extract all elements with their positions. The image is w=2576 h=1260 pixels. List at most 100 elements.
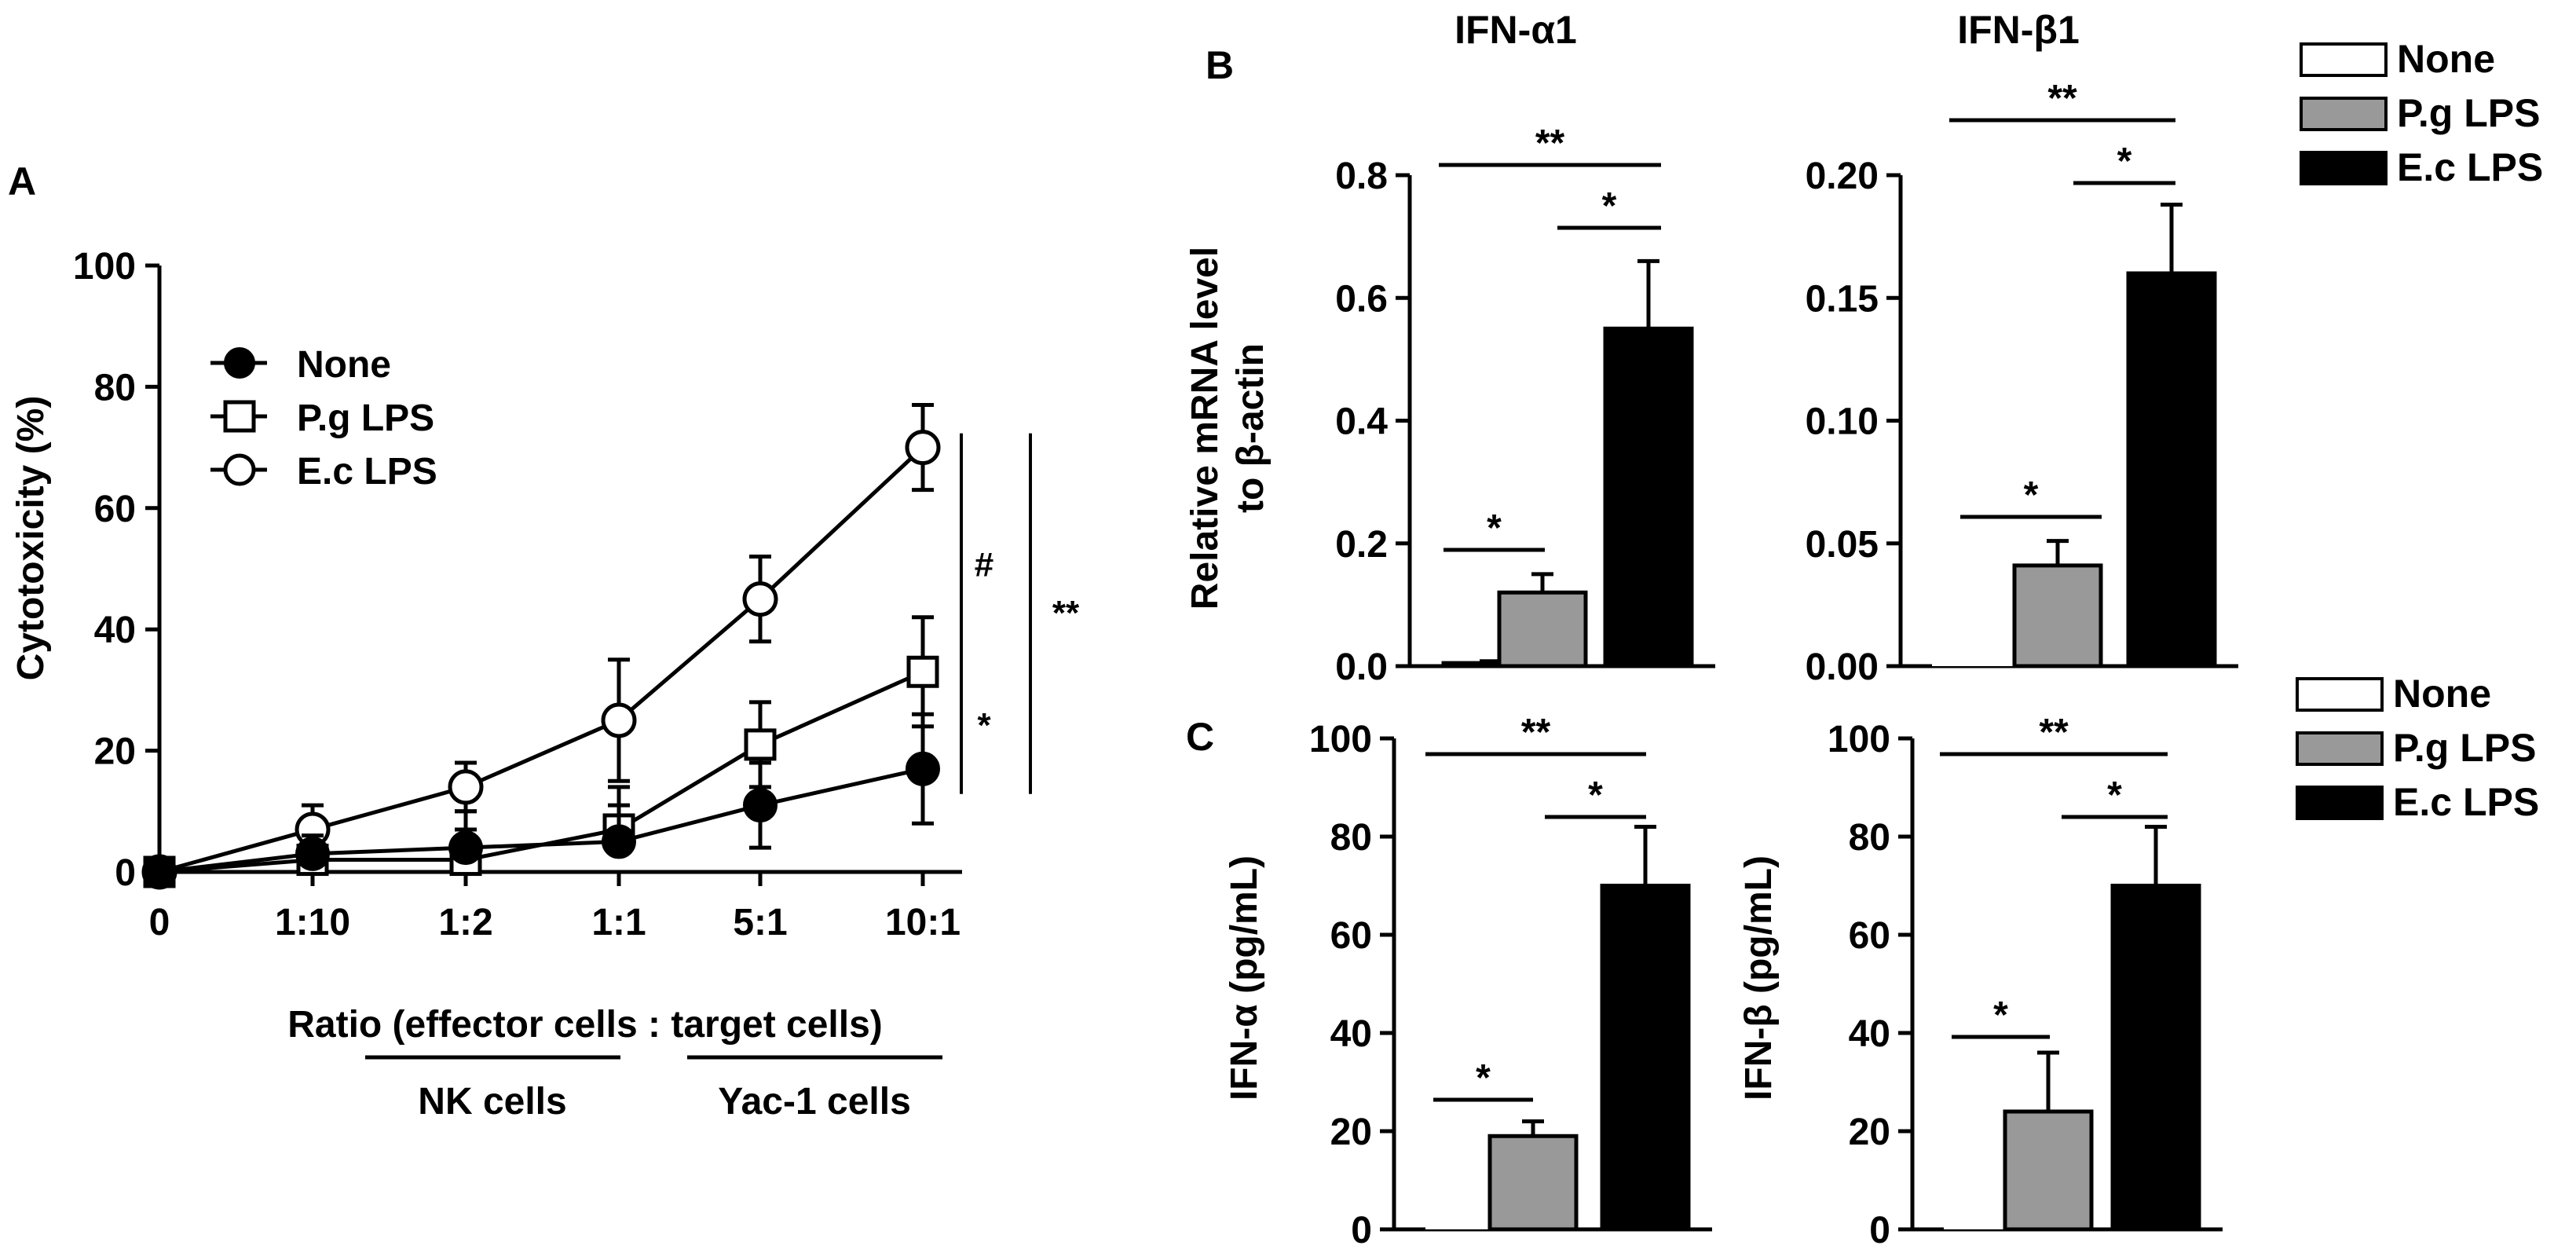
bar-p-g-lps (1497, 590, 1588, 668)
panel-c2-y-label: IFN-β (pg/mL) (1738, 855, 1780, 1101)
bar-none (1425, 1227, 1520, 1229)
x-tick-label: 1:10 (275, 902, 350, 943)
bar-e-c-lps (1600, 884, 1691, 1232)
series-line (159, 445, 924, 874)
significance-mark: * (1476, 1057, 1491, 1099)
panel-label-c: C (1186, 715, 1214, 759)
data-point (448, 830, 483, 866)
significance-mark: # (975, 545, 993, 584)
data-point (744, 728, 777, 761)
bar-p-g-lps (2012, 563, 2103, 668)
y-tick-label: 0 (115, 852, 136, 894)
y-tick-label: 60 (94, 489, 136, 530)
bar-e-c-lps (1603, 326, 1694, 668)
y-tick-label: 0.6 (1335, 278, 1388, 320)
legend-c-none: None (2296, 672, 2491, 716)
legend-b-pg: P.g LPS (2300, 91, 2540, 135)
legend-b-none: None (2300, 37, 2495, 81)
nk-cells-label: NK cells (418, 1081, 566, 1123)
panel-b-y-label-line1: Relative mRNA level (1184, 247, 1226, 610)
white-swatch-icon (2300, 42, 2388, 77)
legend-c-pg: P.g LPS (2296, 726, 2536, 770)
y-tick-label: 60 (1849, 915, 1890, 957)
data-point (448, 769, 484, 805)
panel-a-y-label: Cytotoxicity (%) (10, 396, 52, 681)
significance-mark: * (2024, 474, 2039, 516)
legend-a-pg: P.g LPS (210, 397, 434, 439)
gray-swatch-icon (2296, 731, 2384, 766)
legend-c: None P.g LPS E.c LPS (2296, 672, 2539, 824)
legend-b-none-label: None (2397, 37, 2495, 81)
y-tick-label: 0 (1869, 1210, 1890, 1251)
data-point (295, 836, 330, 871)
y-tick-label: 40 (1849, 1013, 1890, 1055)
legend-a-none-label: None (297, 344, 391, 386)
significance-mark: * (2107, 775, 2122, 816)
significance-mark: * (1487, 507, 1502, 549)
y-tick-label: 0.2 (1335, 524, 1388, 566)
legend-c-pg-label: P.g LPS (2393, 726, 2536, 770)
legend-a-ec-label: E.c LPS (297, 451, 437, 493)
data-point (743, 788, 778, 823)
legend-a: None P.g LPS E.c LPS (210, 344, 437, 493)
bar-p-g-lps (2003, 1109, 2094, 1232)
y-tick-label: 0.8 (1335, 156, 1388, 197)
panel-b-y-label-line2: to β-actin (1230, 343, 1272, 513)
y-tick-label: 80 (94, 367, 136, 408)
data-point (906, 751, 940, 786)
panel-c1-y-label: IFN-α (pg/mL) (1224, 855, 1265, 1101)
panel-label-b: B (1206, 43, 1234, 87)
significance-mark: * (977, 706, 991, 745)
data-point (742, 581, 778, 617)
legend-c-ec: E.c LPS (2296, 780, 2539, 824)
legend-a-none: None (210, 344, 391, 386)
y-tick-label: 0.4 (1335, 401, 1388, 443)
legend-b-pg-label: P.g LPS (2397, 91, 2540, 135)
y-tick-label: 60 (1330, 915, 1372, 957)
data-point (601, 702, 637, 738)
y-tick-label: 0.0 (1335, 646, 1388, 688)
panel-b2-plot: 0.000.050.100.150.20**** (1806, 78, 2238, 688)
significance-mark: ** (2047, 78, 2077, 119)
y-tick-label: 100 (1828, 719, 1890, 760)
legend-b: None P.g LPS E.c LPS (2300, 37, 2543, 189)
data-point (142, 855, 177, 889)
significance-mark: * (1602, 185, 1617, 227)
black-swatch-icon (2296, 786, 2384, 820)
bar-e-c-lps (2110, 884, 2201, 1232)
y-tick-label: 40 (94, 610, 136, 651)
yac-cells-label: Yac-1 cells (718, 1081, 911, 1123)
y-tick-label: 20 (1849, 1112, 1890, 1153)
y-tick-label: 20 (94, 731, 136, 773)
y-tick-label: 0.05 (1806, 524, 1879, 566)
y-tick-label: 0.00 (1806, 646, 1879, 688)
y-tick-label: 0 (1351, 1210, 1372, 1251)
significance-mark: ** (1052, 594, 1080, 632)
y-tick-label: 100 (1309, 719, 1372, 760)
panel-b: B IFN-α1 IFN-β1 Relative mRNA level to β… (1184, 8, 2080, 610)
panel-b1-title: IFN-α1 (1454, 8, 1577, 52)
x-tick-label: 1:2 (438, 902, 492, 943)
panel-label-a: A (8, 159, 36, 203)
bar-e-c-lps (2126, 271, 2217, 668)
data-point (602, 824, 636, 859)
significance-mark: ** (2039, 712, 2069, 753)
gray-swatch-icon (2300, 97, 2388, 131)
panel-b1-plot: 0.00.20.40.60.8**** (1335, 123, 1715, 688)
open-circle-icon (223, 453, 256, 486)
y-tick-label: 100 (73, 246, 136, 288)
x-tick-label: 10:1 (885, 902, 961, 943)
y-tick-label: 0.15 (1806, 278, 1879, 320)
bar-none (1944, 1227, 2038, 1229)
data-point (905, 430, 941, 466)
panel-a: A Cytotoxicity (%) Ratio (effector cells… (8, 159, 942, 1123)
y-tick-label: 80 (1330, 817, 1372, 859)
series-line (159, 767, 924, 874)
significance-mark: * (1993, 994, 2008, 1036)
open-square-icon (223, 400, 256, 433)
y-tick-label: 40 (1330, 1013, 1372, 1055)
